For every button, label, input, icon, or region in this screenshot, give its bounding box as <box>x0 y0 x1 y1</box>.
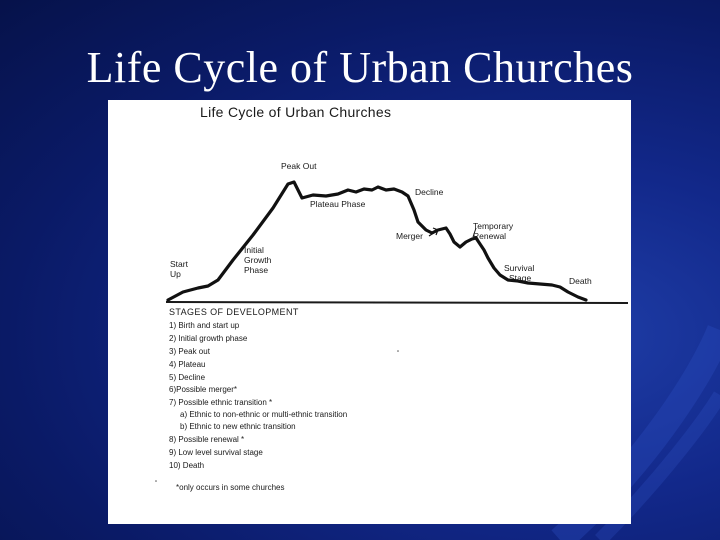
merger-arrow <box>428 229 439 237</box>
stage-subitem: b) Ethnic to new ethnic transition <box>180 422 296 431</box>
label-decline: Decline <box>415 187 444 197</box>
scanned-figure: Life Cycle of Urban Churches Start Up In… <box>108 100 631 524</box>
label-death: Death <box>569 276 592 286</box>
baseline <box>165 301 629 304</box>
label-initial-growth: Initial Growth Phase <box>244 245 272 275</box>
stage-item: 4) Plateau <box>169 360 206 369</box>
stage-item: 1) Birth and start up <box>169 321 240 330</box>
stages-heading: STAGES OF DEVELOPMENT <box>169 307 299 317</box>
footnote: *only occurs in some churches <box>176 483 285 492</box>
stage-item: 8) Possible renewal * <box>169 435 245 444</box>
label-temporary-renewal: Temporary Renewal <box>473 221 514 241</box>
stage-item: 6)Possible merger* <box>169 385 238 394</box>
label-start-up: Start Up <box>170 259 188 279</box>
label-peak-out: Peak Out <box>281 161 317 171</box>
figure-title: Life Cycle of Urban Churches <box>200 104 392 120</box>
stage-item: 5) Decline <box>169 373 206 382</box>
life-cycle-curve <box>166 180 588 302</box>
stage-item: 7) Possible ethnic transition * <box>169 398 273 407</box>
label-survival-stage: Survival Stage <box>504 263 535 283</box>
label-merger: Merger <box>396 231 423 241</box>
label-plateau-phase: Plateau Phase <box>310 199 366 209</box>
renewal-pointer <box>472 227 477 238</box>
stage-item: 9) Low level survival stage <box>169 448 263 457</box>
stage-item: 2) Initial growth phase <box>169 334 248 343</box>
slide-title: Life Cycle of Urban Churches <box>86 43 634 92</box>
life-cycle-diagram <box>155 180 629 482</box>
stage-subitem: a) Ethnic to non-ethnic or multi-ethnic … <box>180 410 348 419</box>
stage-item: 10) Death <box>169 461 205 470</box>
stage-item: 3) Peak out <box>169 347 210 356</box>
